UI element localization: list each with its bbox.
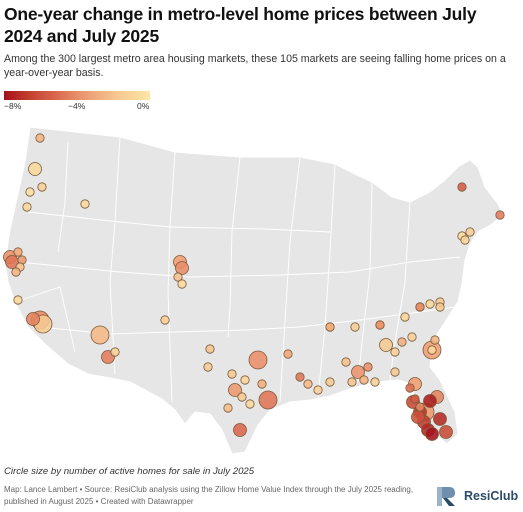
- market-bubble: [223, 403, 233, 413]
- legend-tick-min: −8%: [4, 101, 22, 111]
- market-bubble: [430, 335, 440, 345]
- market-bubble: [80, 199, 90, 209]
- market-bubble: [427, 345, 437, 355]
- market-bubble: [28, 162, 42, 176]
- market-bubble: [303, 379, 313, 389]
- market-bubble: [173, 272, 183, 282]
- map-caption: Circle size by number of active homes fo…: [4, 466, 255, 477]
- market-bubble: [175, 261, 189, 275]
- market-bubble: [439, 425, 453, 439]
- market-bubble: [25, 187, 35, 197]
- market-bubble: [160, 315, 170, 325]
- legend-gradient-bar: [4, 91, 150, 100]
- market-bubble: [257, 379, 267, 389]
- market-bubble: [407, 332, 417, 342]
- market-bubble: [425, 299, 435, 309]
- market-bubble: [415, 302, 425, 312]
- legend-tick-mid: −4%: [68, 101, 86, 111]
- market-bubble: [248, 350, 268, 370]
- market-bubble: [460, 235, 470, 245]
- market-bubble: [22, 202, 32, 212]
- market-bubble: [313, 385, 323, 395]
- market-bubble: [341, 357, 351, 367]
- market-bubble: [35, 133, 45, 143]
- market-bubble: [11, 267, 21, 277]
- market-bubble: [325, 377, 335, 387]
- market-bubble: [13, 295, 23, 305]
- market-bubble: [228, 383, 242, 397]
- market-bubble: [110, 347, 120, 357]
- page-subtitle: Among the 300 largest metro area housing…: [4, 53, 506, 79]
- market-bubble: [237, 392, 247, 402]
- market-bubble: [37, 182, 47, 192]
- market-bubble: [397, 337, 407, 347]
- market-bubble: [363, 362, 373, 372]
- market-bubble: [258, 390, 278, 410]
- market-bubble: [457, 182, 467, 192]
- market-bubble: [359, 375, 369, 385]
- page-title: One-year change in metro-level home pric…: [4, 4, 477, 46]
- market-bubble: [90, 325, 110, 345]
- color-legend: −8% −4% 0%: [4, 91, 150, 111]
- market-bubble: [370, 377, 380, 387]
- market-bubble: [400, 312, 410, 322]
- market-bubble: [295, 372, 305, 382]
- market-bubble: [405, 383, 415, 393]
- market-bubble: [411, 410, 425, 424]
- market-bubble: [351, 365, 365, 379]
- market-bubble: [435, 302, 445, 312]
- market-bubble: [205, 344, 215, 354]
- market-bubble: [425, 427, 439, 441]
- market-bubble: [379, 338, 393, 352]
- market-bubble: [177, 279, 187, 289]
- market-bubble: [415, 402, 425, 412]
- market-bubble: [227, 369, 237, 379]
- market-bubble: [347, 377, 357, 387]
- market-bubble: [245, 399, 255, 409]
- market-bubble: [433, 412, 447, 426]
- market-bubble: [13, 247, 23, 257]
- logo-label: ResiClub: [464, 489, 519, 503]
- market-bubble: [325, 322, 335, 332]
- resiclub-logo-icon: [437, 487, 455, 506]
- state-borders: [14, 136, 461, 403]
- market-bubble: [410, 394, 420, 404]
- market-bubble: [423, 394, 437, 408]
- resiclub-logo: ResiClub: [434, 483, 522, 509]
- market-bubbles: [3, 133, 505, 441]
- us-map: [3, 126, 505, 455]
- market-bubble: [283, 349, 293, 359]
- market-bubble: [350, 322, 360, 332]
- market-bubble: [26, 312, 40, 326]
- market-bubble: [375, 320, 385, 330]
- market-bubble: [465, 227, 475, 237]
- market-bubble: [240, 375, 250, 385]
- legend-tick-max: 0%: [137, 101, 150, 111]
- map-credit: Map: Lance Lambert • Source: ResiClub an…: [4, 485, 414, 506]
- market-bubble: [495, 210, 505, 220]
- market-bubble: [233, 423, 247, 437]
- market-bubble: [203, 362, 213, 372]
- market-bubble: [390, 347, 400, 357]
- market-bubble: [390, 367, 400, 377]
